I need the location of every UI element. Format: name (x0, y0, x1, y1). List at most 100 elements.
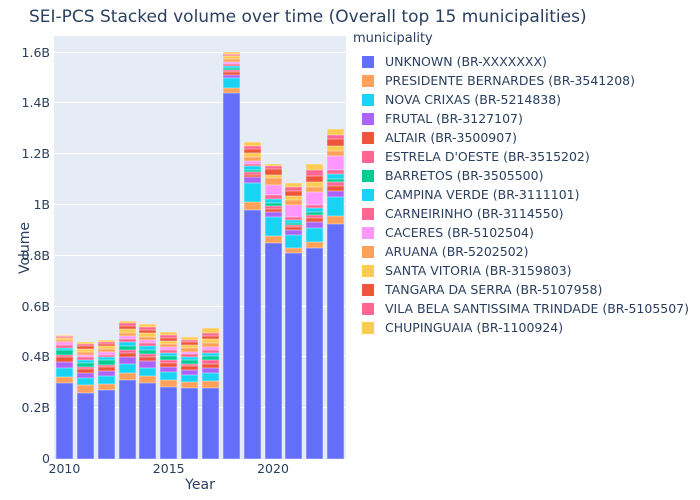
bar-segment[interactable] (222, 78, 240, 89)
bar-segment[interactable] (181, 387, 199, 459)
bar-segment[interactable] (76, 373, 94, 379)
bar-segment[interactable] (222, 53, 240, 55)
bar-segment[interactable] (285, 227, 303, 230)
bar-segment[interactable] (55, 347, 73, 351)
bar-segment[interactable] (306, 227, 324, 242)
bar-segment[interactable] (181, 342, 199, 346)
bar-segment[interactable] (118, 328, 136, 333)
bar-segment[interactable] (139, 367, 157, 376)
bar-segment[interactable] (285, 199, 303, 205)
legend-item[interactable]: NOVA CRIXAS (BR-5214838) (352, 90, 689, 109)
bar-segment[interactable] (264, 166, 282, 169)
bar-segment[interactable] (55, 334, 73, 336)
bar-segment[interactable] (264, 236, 282, 244)
bar-segment[interactable] (55, 337, 73, 340)
bar-segment[interactable] (139, 340, 157, 344)
bar-segment[interactable] (76, 385, 94, 393)
bar-segment[interactable] (55, 361, 73, 368)
bar-segment[interactable] (327, 185, 345, 192)
bar-segment[interactable] (285, 253, 303, 459)
bar-segment[interactable] (139, 336, 157, 341)
bar-segment[interactable] (181, 381, 199, 388)
bar-segment[interactable] (327, 178, 345, 183)
bar-segment[interactable] (55, 339, 73, 343)
legend-item[interactable]: TANGARA DA SERRA (BR-5107958) (352, 280, 689, 299)
bar-segment[interactable] (55, 335, 73, 337)
bar-segment[interactable] (118, 336, 136, 340)
bar-segment[interactable] (181, 363, 199, 367)
bar-segment[interactable] (160, 347, 178, 351)
bar-segment[interactable] (139, 382, 157, 459)
bar-segment[interactable] (243, 166, 261, 170)
bar-segment[interactable] (201, 367, 219, 374)
bar-segment[interactable] (55, 376, 73, 383)
bar-segment[interactable] (76, 346, 94, 350)
bar-segment[interactable] (222, 56, 240, 59)
bar-segment[interactable] (201, 328, 219, 333)
bar-segment[interactable] (160, 335, 178, 338)
bar-segment[interactable] (285, 183, 303, 188)
bar-segment[interactable] (222, 72, 240, 76)
bar-segment[interactable] (97, 352, 115, 355)
bar-segment[interactable] (139, 327, 157, 330)
bar-segment[interactable] (285, 235, 303, 248)
bar-segment[interactable] (327, 145, 345, 151)
bar-segment[interactable] (243, 174, 261, 178)
bar-segment[interactable] (139, 361, 157, 368)
bar-segment[interactable] (264, 198, 282, 203)
bar-segment[interactable] (264, 209, 282, 213)
bar-segment[interactable] (264, 217, 282, 237)
bar-segment[interactable] (118, 345, 136, 351)
bar-segment[interactable] (55, 350, 73, 356)
bar-segment[interactable] (118, 350, 136, 354)
bar-segment[interactable] (264, 175, 282, 179)
bar-segment[interactable] (306, 208, 324, 213)
bar-segment[interactable] (97, 341, 115, 344)
bar-segment[interactable] (76, 378, 94, 386)
bar-segment[interactable] (55, 336, 73, 338)
bar-segment[interactable] (181, 339, 199, 343)
bar-segment[interactable] (327, 128, 345, 135)
bar-segment[interactable] (160, 360, 178, 363)
bar-segment[interactable] (264, 178, 282, 185)
bar-segment[interactable] (139, 343, 157, 347)
bar-segment[interactable] (97, 357, 115, 361)
bar-segment[interactable] (97, 367, 115, 371)
legend-item[interactable]: CAMPINA VERDE (BR-3111101) (352, 185, 689, 204)
bar-segment[interactable] (306, 212, 324, 216)
bar-segment[interactable] (118, 357, 136, 365)
bar-segment[interactable] (76, 392, 94, 459)
bar-segment[interactable] (118, 339, 136, 343)
bar-segment[interactable] (76, 366, 94, 370)
bar-segment[interactable] (76, 349, 94, 352)
bar-segment[interactable] (139, 329, 157, 334)
bar-segment[interactable] (97, 354, 115, 358)
bar-segment[interactable] (160, 380, 178, 387)
bar-segment[interactable] (181, 337, 199, 340)
bar-segment[interactable] (222, 68, 240, 71)
legend-item[interactable]: BARRETOS (BR-3505500) (352, 166, 689, 185)
bar-segment[interactable] (160, 340, 178, 344)
bar-segment[interactable] (55, 345, 73, 348)
bar-segment[interactable] (222, 75, 240, 79)
bar-segment[interactable] (285, 219, 303, 223)
bar-segment[interactable] (222, 70, 240, 73)
bar-segment[interactable] (306, 192, 324, 205)
bar-segment[interactable] (181, 356, 199, 360)
bar-segment[interactable] (139, 346, 157, 350)
bar-segment[interactable] (160, 363, 178, 367)
bar-segment[interactable] (201, 339, 219, 343)
bar-segment[interactable] (327, 139, 345, 146)
bar-segment[interactable] (306, 186, 324, 193)
bar-segment[interactable] (306, 164, 324, 171)
bar-segment[interactable] (118, 325, 136, 329)
bar-segment[interactable] (55, 357, 73, 362)
bar-segment[interactable] (243, 152, 261, 157)
bar-segment[interactable] (97, 346, 115, 350)
bar-segment[interactable] (139, 349, 157, 355)
bar-segment[interactable] (222, 58, 240, 62)
bar-segment[interactable] (327, 182, 345, 186)
bar-segment[interactable] (285, 190, 303, 196)
bar-segment[interactable] (118, 323, 136, 326)
bar-segment[interactable] (55, 382, 73, 459)
